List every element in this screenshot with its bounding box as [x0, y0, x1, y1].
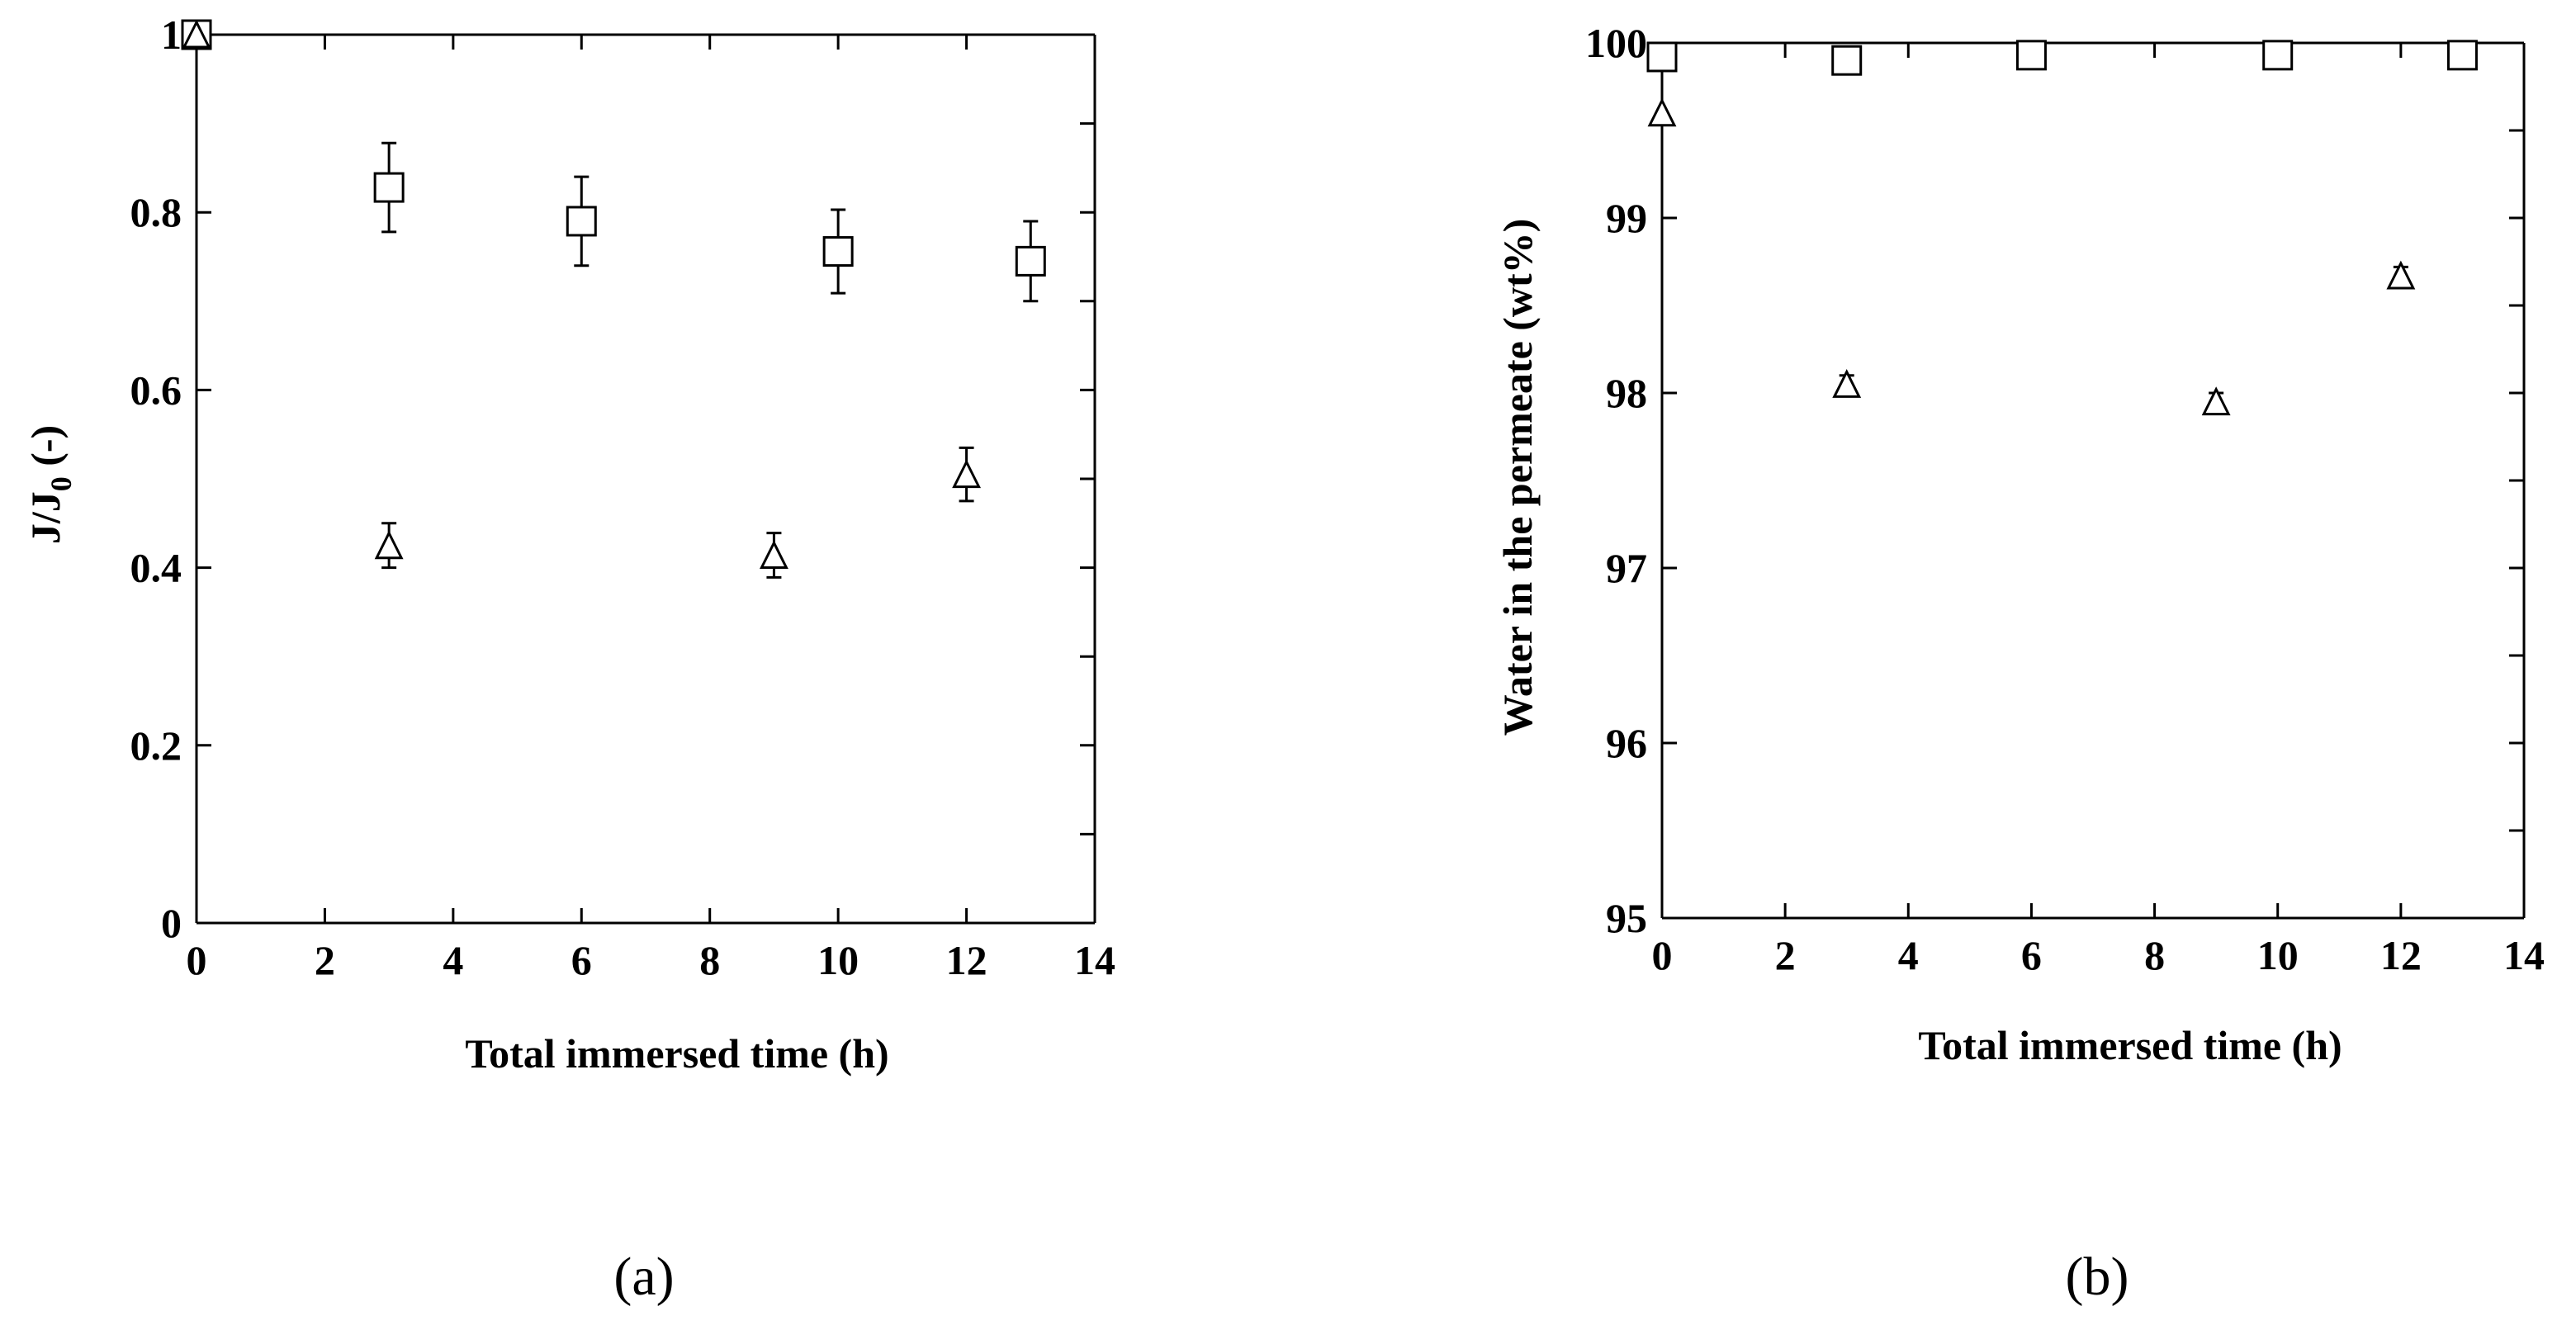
y-axis-label-b: Water in the permeate (wt%)	[1494, 219, 1541, 736]
square-marker	[1015, 245, 1046, 277]
x-tick-label: 8	[2144, 932, 2165, 978]
data-points-a	[181, 19, 1046, 579]
square-marker	[2262, 40, 2294, 71]
x-tick-label: 12	[2380, 932, 2422, 978]
triangle-marker	[2201, 386, 2231, 416]
triangle-marker	[182, 19, 211, 49]
x-tick-label: 0	[187, 937, 207, 983]
y-tick-label: 0	[161, 900, 182, 946]
x-tick-label: 4	[443, 937, 463, 983]
y-tick-label: 0.4	[130, 545, 182, 591]
y-tick-label: 96	[1606, 720, 1647, 766]
triangle-marker	[374, 530, 404, 560]
square-marker	[373, 172, 405, 203]
square-marker	[822, 236, 854, 267]
x-tick-label: 2	[315, 937, 335, 983]
x-tick-label: 0	[1652, 932, 1673, 978]
x-tick-label: 10	[2257, 932, 2299, 978]
x-tick-label: 12	[946, 937, 987, 983]
x-ticks-a: 0 2 4 6 8 10 12 14	[187, 35, 1115, 983]
x-axis-label-a: Total immersed time (h)	[465, 1030, 888, 1077]
x-axis-label-b: Total immersed time (h)	[1918, 1022, 2342, 1068]
x-tick-label: 6	[571, 937, 592, 983]
y-tick-label: 97	[1606, 545, 1647, 591]
x-tick-label: 14	[2503, 932, 2545, 978]
y-tick-label: 98	[1606, 370, 1647, 416]
triangle-marker	[1832, 369, 1862, 398]
x-tick-label: 10	[817, 937, 859, 983]
chart-panel-b: 0 2 4 6 8 10 12 14 95 96 97 98 99 100 Total immersed…	[1494, 20, 2545, 1307]
x-tick-label: 6	[2021, 932, 2042, 978]
x-tick-label: 8	[699, 937, 720, 983]
square-marker	[2446, 40, 2478, 71]
y-tick-label: 99	[1606, 195, 1647, 241]
y-axis-label-a: J/J0 (-)	[22, 425, 78, 544]
triangle-marker	[2386, 260, 2416, 290]
x-tick-label: 4	[1898, 932, 1919, 978]
y-tick-label: 95	[1606, 895, 1647, 941]
data-points-b	[1646, 40, 2478, 416]
square-marker	[1831, 45, 1863, 76]
square-marker	[2015, 40, 2047, 71]
y-tick-label: 0.6	[130, 367, 182, 413]
axes-frame-b	[1660, 41, 2526, 920]
y-tick-label: 0.2	[130, 722, 182, 769]
y-tick-label: 0.8	[130, 189, 182, 235]
x-tick-label: 2	[1775, 932, 1796, 978]
y-ticks-b: 95 96 97 98 99 100	[1585, 20, 2524, 941]
triangle-marker	[1647, 97, 1677, 127]
y-ticks-a: 0 0.2 0.4 0.6 0.8 1	[130, 12, 1095, 946]
panel-label-b: (b)	[2066, 1247, 2129, 1307]
triangle-marker	[760, 540, 788, 570]
square-marker	[1646, 41, 1678, 73]
y-tick-label: 100	[1585, 20, 1647, 66]
y-tick-label: 1	[161, 12, 182, 58]
x-ticks-b: 0 2 4 6 8 10 12 14	[1652, 43, 2545, 978]
square-marker	[566, 206, 597, 237]
triangle-marker	[952, 459, 981, 489]
x-tick-label: 14	[1074, 937, 1115, 983]
chart-panel-a: 0 2 4 6 8 10 12 14 0 0.2 0.4 0.6 0.8 1 Total immerse…	[22, 12, 1115, 1307]
panel-label-a: (a)	[613, 1247, 674, 1307]
